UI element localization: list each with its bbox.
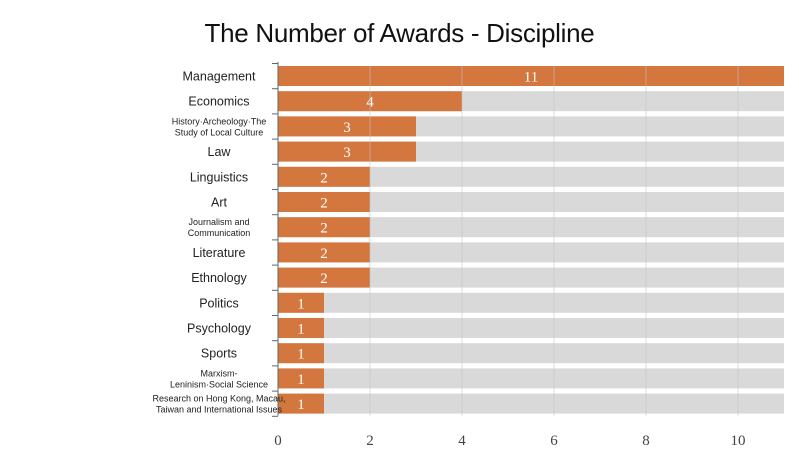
x-tick-label: 8 <box>642 433 650 449</box>
category-label: Marxism- <box>201 368 238 378</box>
bar <box>278 116 416 137</box>
data-label: 11 <box>524 70 538 86</box>
bar <box>278 141 416 162</box>
bar <box>278 66 784 86</box>
chart-title: The Number of Awards - Discipline <box>204 18 595 48</box>
bar <box>278 166 370 187</box>
bar-track <box>278 368 784 389</box>
bar <box>278 267 370 288</box>
category-label: Ethnology <box>191 271 247 285</box>
category-label: Literature <box>193 246 246 260</box>
category-label: Law <box>208 145 232 159</box>
data-label: 2 <box>320 246 328 262</box>
bar <box>278 292 324 313</box>
category-label: Art <box>211 196 228 210</box>
category-label: Management <box>183 70 256 84</box>
data-label: 4 <box>366 95 374 111</box>
category-label: Research on Hong Kong, Macau, <box>152 394 285 404</box>
data-label: 2 <box>320 221 328 237</box>
category-label: Study of Local Culture <box>175 127 264 137</box>
category-label: Economics <box>188 95 249 109</box>
category-label: History·Archeology·The <box>172 116 267 126</box>
bar-track <box>278 393 784 414</box>
bar-track <box>278 217 784 238</box>
data-label: 1 <box>297 372 305 388</box>
data-label: 2 <box>320 170 328 186</box>
bar-track <box>278 318 784 338</box>
data-label: 1 <box>297 397 305 413</box>
bar-track <box>278 192 784 212</box>
bar-track <box>278 242 784 263</box>
category-label: Journalism and <box>188 217 249 227</box>
bar <box>278 343 324 364</box>
category-label: Taiwan and International Issues <box>156 405 283 415</box>
category-label: Communication <box>188 228 251 238</box>
bar-track <box>278 343 784 364</box>
data-label: 2 <box>320 196 328 212</box>
category-label: Leninism·Social Science <box>170 379 268 389</box>
bar <box>278 318 324 338</box>
x-tick-label: 10 <box>731 433 746 449</box>
category-label: Linguistics <box>190 170 248 184</box>
bar <box>278 368 324 389</box>
data-label: 1 <box>297 322 305 338</box>
bar-track <box>278 267 784 288</box>
x-tick-label: 4 <box>458 433 466 449</box>
data-label: 3 <box>343 120 351 136</box>
bar <box>278 393 324 414</box>
data-label: 1 <box>297 347 305 363</box>
bar <box>278 217 370 238</box>
x-tick-label: 0 <box>274 433 282 449</box>
category-label: Psychology <box>187 322 252 336</box>
x-tick-label: 6 <box>550 433 558 449</box>
bar-track <box>278 292 784 313</box>
bar <box>278 242 370 263</box>
data-label: 3 <box>343 145 351 161</box>
category-label: Sports <box>201 347 237 361</box>
bar-track <box>278 166 784 187</box>
data-label: 2 <box>320 271 328 287</box>
data-label: 1 <box>297 296 305 312</box>
category-label: Politics <box>199 296 239 310</box>
x-tick-label: 2 <box>366 433 374 449</box>
bar <box>278 192 370 212</box>
